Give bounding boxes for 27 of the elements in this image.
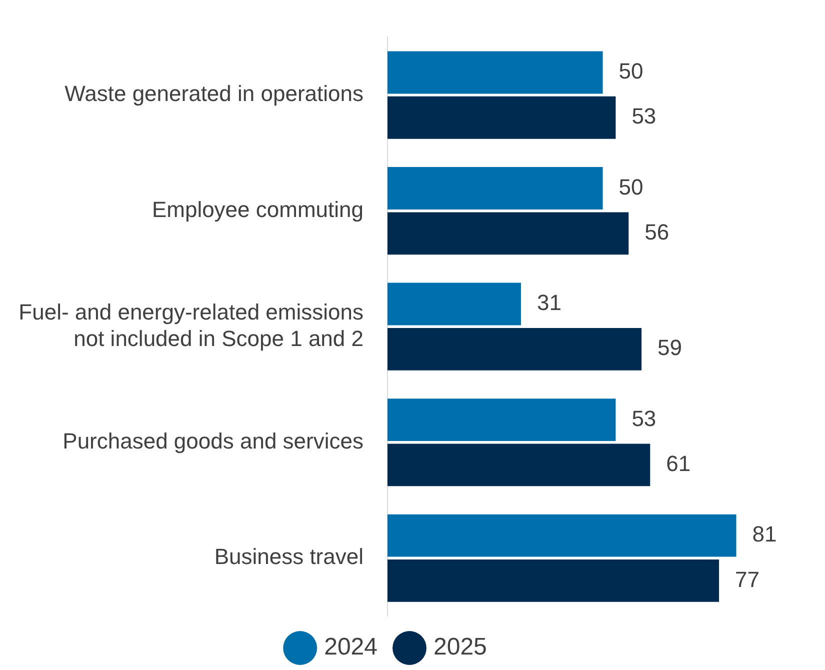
y-tick-label: Waste generated in operations xyxy=(64,81,364,106)
data-label: 56 xyxy=(644,219,670,244)
data-label: 50 xyxy=(618,58,644,84)
data-label: 53 xyxy=(632,104,656,129)
y-tick-label: Purchased goods and services xyxy=(62,428,364,454)
data-label: 53 xyxy=(632,406,656,431)
data-label: 59 xyxy=(658,335,682,360)
y-tick-label: Business travel xyxy=(214,544,364,570)
data-label: 31 xyxy=(536,290,562,316)
bar xyxy=(388,398,616,442)
bar xyxy=(388,514,736,557)
y-tick-label: Employee commuting xyxy=(152,196,364,222)
data-label: 77 xyxy=(735,566,760,592)
data-label: 50 xyxy=(618,174,644,200)
bar xyxy=(388,444,650,486)
bar xyxy=(388,51,603,94)
bar xyxy=(388,328,642,370)
y-tick-label: Fuel- and energy-related emissions not included in Scope 1 and 2 xyxy=(18,299,364,351)
bar xyxy=(388,559,720,602)
bar xyxy=(388,282,521,326)
data-label: 61 xyxy=(666,450,691,476)
legend-label: 2024 xyxy=(324,634,378,661)
bar xyxy=(388,96,616,139)
data-label: 81 xyxy=(752,522,777,547)
legend-label: 2025 xyxy=(434,634,487,661)
bar xyxy=(388,167,603,210)
bar xyxy=(388,212,629,255)
